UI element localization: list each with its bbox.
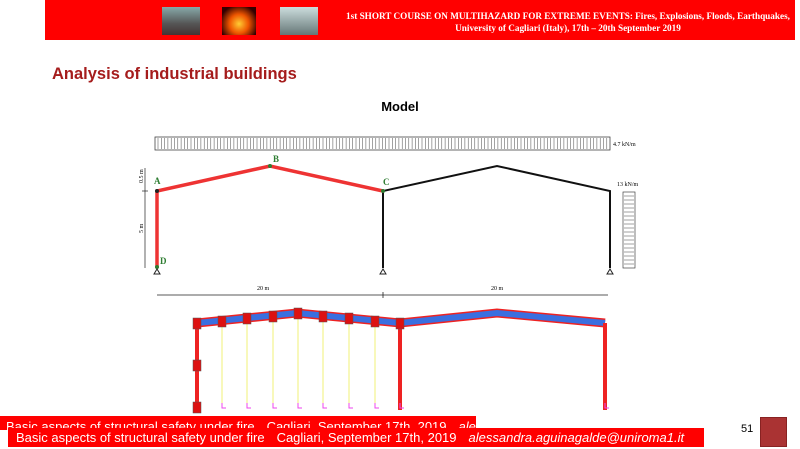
footer-bar: Basic aspects of structural safety under… xyxy=(8,428,705,447)
roof-load: 4.7 kN/m xyxy=(154,136,636,151)
frame-model: A B C D 0.5 m 5 m 13 kN/m 20 m 20 m xyxy=(139,154,639,298)
span-1-label: 20 m xyxy=(257,286,270,292)
volcano-image xyxy=(162,7,200,35)
slide-title: Analysis of industrial buildings xyxy=(52,65,297,83)
node-c: C xyxy=(383,177,390,187)
header-banner: 1st SHORT COURSE ON MULTIHAZARD FOR EXTR… xyxy=(45,0,795,40)
footer-email: alessandra.aguinagalde@uniroma1.it xyxy=(468,430,685,445)
span-2-label: 20 m xyxy=(491,286,504,292)
wind-load-label: 13 kN/m xyxy=(617,182,639,188)
header-text: 1st SHORT COURSE ON MULTIHAZARD FOR EXTR… xyxy=(346,11,790,33)
fe-model xyxy=(192,307,609,414)
node-b: B xyxy=(273,154,279,164)
roof-load-label: 4.7 kN/m xyxy=(613,142,636,148)
footer-date: Cagliari, September 17th, 2019 xyxy=(276,430,457,445)
university-logo xyxy=(760,417,787,447)
model-heading: Model xyxy=(381,99,419,114)
node-a: A xyxy=(154,176,161,186)
page-number: 51 xyxy=(741,423,754,435)
dim-5m: 5 m xyxy=(139,224,145,234)
footer-bar-ghost: Basic aspects of structural safety under… xyxy=(0,416,476,430)
fire-image xyxy=(222,7,256,35)
node-d: D xyxy=(160,256,167,266)
dim-0-5m: 0.5 m xyxy=(139,169,145,183)
flood-image xyxy=(280,7,318,35)
footer-course: Basic aspects of structural safety under… xyxy=(16,430,265,445)
